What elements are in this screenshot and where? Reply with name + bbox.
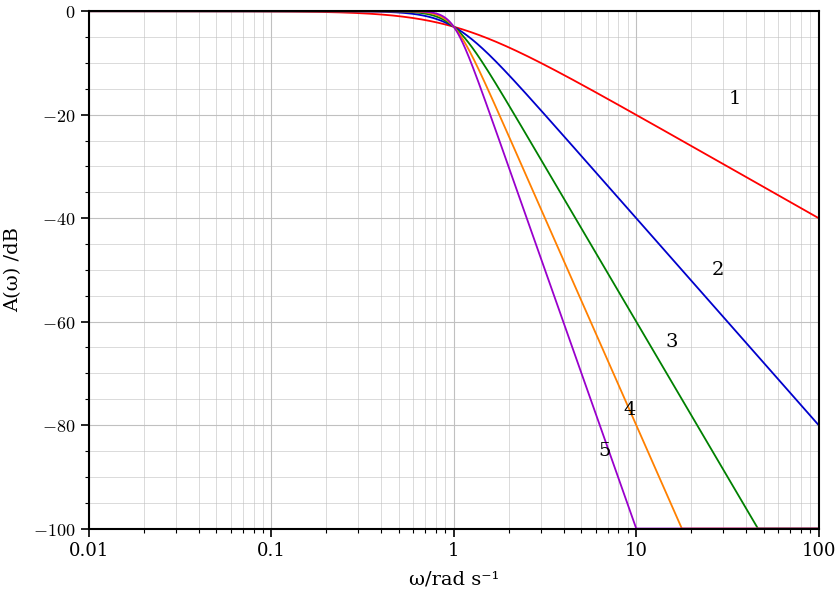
Text: 3: 3 [665,333,678,351]
Text: 4: 4 [623,400,636,419]
Y-axis label: A(ω) /dB: A(ω) /dB [4,227,22,313]
Text: 5: 5 [598,442,611,460]
X-axis label: ω/rad s⁻¹: ω/rad s⁻¹ [408,571,499,589]
Text: 2: 2 [711,261,724,279]
Text: 1: 1 [728,90,741,108]
